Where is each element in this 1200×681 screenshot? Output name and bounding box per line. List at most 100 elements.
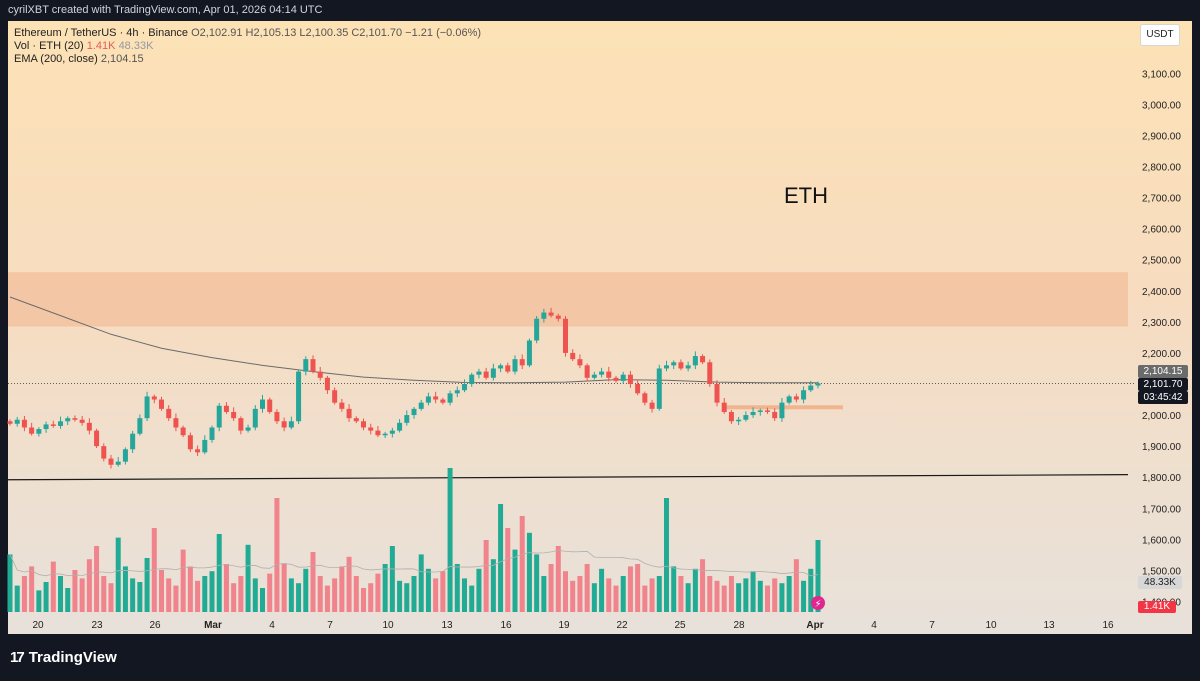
candle-body [195, 449, 201, 453]
currency-button[interactable]: USDT [1140, 24, 1180, 46]
volume-bar [404, 583, 410, 612]
x-tick-label: Apr [806, 620, 823, 631]
lightning-icon: ⚡ [814, 599, 821, 610]
x-tick-label: 10 [382, 620, 394, 631]
x-tick-label: 10 [985, 620, 997, 631]
volume-bar [786, 576, 792, 612]
y-tick-label: 2,500.00 [1142, 256, 1181, 267]
candle-body [808, 385, 814, 391]
resistance-zone [8, 272, 1128, 327]
chart-pane[interactable] [8, 21, 1192, 634]
candle-body [555, 315, 561, 319]
volume-bar [137, 582, 143, 612]
candle-body [50, 424, 56, 426]
candle-body [721, 402, 727, 412]
volume-bar [202, 576, 208, 612]
candle-body [498, 365, 504, 369]
y-tick-label: 2,200.00 [1142, 349, 1181, 360]
last-price-tag: 2,101.70 [1138, 378, 1188, 391]
tradingview-mark-icon: 17 [10, 649, 25, 666]
candle-body [757, 410, 763, 412]
candle-body [122, 449, 128, 462]
volume-bar [144, 558, 150, 612]
candle-body [620, 374, 626, 381]
y-tick-label: 1,800.00 [1142, 473, 1181, 484]
volume-bar [274, 498, 280, 612]
volume-bar [505, 528, 511, 612]
volume-bar [101, 576, 107, 612]
candle-body [786, 396, 792, 403]
y-tick-label: 1,600.00 [1142, 535, 1181, 546]
volume-bar [526, 532, 532, 612]
candle-body [296, 371, 302, 422]
volume-bar [216, 534, 222, 612]
volume-bar [483, 540, 489, 612]
candle-body [187, 435, 193, 450]
x-tick-label: 13 [441, 620, 453, 631]
candle-body [671, 362, 677, 366]
legend-ema-label[interactable]: EMA (200, close) [14, 53, 98, 65]
volume-bar [411, 576, 417, 612]
y-tick-label: 2,900.00 [1142, 131, 1181, 142]
candle-body [173, 418, 179, 428]
y-tick-label: 1,900.00 [1142, 442, 1181, 453]
volume-bar [43, 582, 49, 612]
y-tick-label: 2,800.00 [1142, 163, 1181, 174]
candle-body [793, 396, 799, 400]
volume-bar [433, 578, 439, 612]
candle-body [180, 427, 186, 436]
candle-body [166, 408, 172, 419]
volume-ma-line [9, 549, 819, 577]
tradingview-logo[interactable]: 17 TradingView [10, 649, 117, 666]
candle-body [779, 402, 785, 419]
volume-bar [454, 564, 460, 612]
candle-body [433, 396, 439, 400]
candle-body [512, 359, 518, 372]
legend: Ethereum / TetherUS · 4h · Binance O2,10… [14, 27, 481, 66]
candle-body [526, 340, 532, 366]
candle-body [29, 427, 35, 434]
candle-body [563, 318, 568, 353]
volume-bar [86, 559, 92, 612]
candle-body [750, 411, 756, 416]
tradingview-brand: TradingView [28, 649, 117, 666]
volume-bar [29, 566, 35, 612]
volume-bar [757, 580, 763, 612]
y-tick-label: 2,600.00 [1142, 225, 1181, 236]
candle-body [21, 419, 27, 428]
candle-body [79, 419, 85, 423]
legend-vol-ma: 48.33K [118, 40, 154, 52]
candle-body [707, 362, 713, 384]
candle-body [541, 312, 547, 319]
ema-price-tag: 2,104.15 [1138, 365, 1188, 378]
volume-bar [750, 571, 756, 612]
volume-bar [425, 568, 431, 612]
candle-body [43, 424, 49, 430]
candle-body [130, 433, 136, 450]
volume-bar [490, 559, 496, 612]
candle-body [58, 421, 63, 426]
volume-bar [195, 580, 201, 612]
legend-symbol[interactable]: Ethereum / TetherUS · 4h · Binance [14, 27, 189, 39]
candle-body [115, 461, 121, 465]
candle-body [144, 396, 150, 419]
volume-bar [808, 568, 814, 612]
y-tick-label: 3,100.00 [1142, 69, 1181, 80]
eth-annotation[interactable]: ETH [784, 183, 828, 208]
volume-bar [418, 554, 424, 612]
volume-bar [397, 580, 403, 612]
legend-vol-label[interactable]: Vol · ETH (20) [14, 40, 84, 52]
candle-body [216, 405, 222, 428]
volume-bar [166, 578, 172, 612]
x-tick-label: 7 [929, 620, 935, 631]
candle-body [411, 408, 417, 416]
attribution-text: cyrilXBT created with TradingView.com, A… [8, 4, 323, 16]
volume-bar [79, 578, 85, 612]
candle-body [700, 356, 706, 363]
volume-bar [94, 546, 100, 612]
candle-body [534, 318, 540, 341]
volume-bar [736, 583, 742, 612]
volume-bar [476, 568, 482, 612]
y-tick-label: 2,400.00 [1142, 287, 1181, 298]
